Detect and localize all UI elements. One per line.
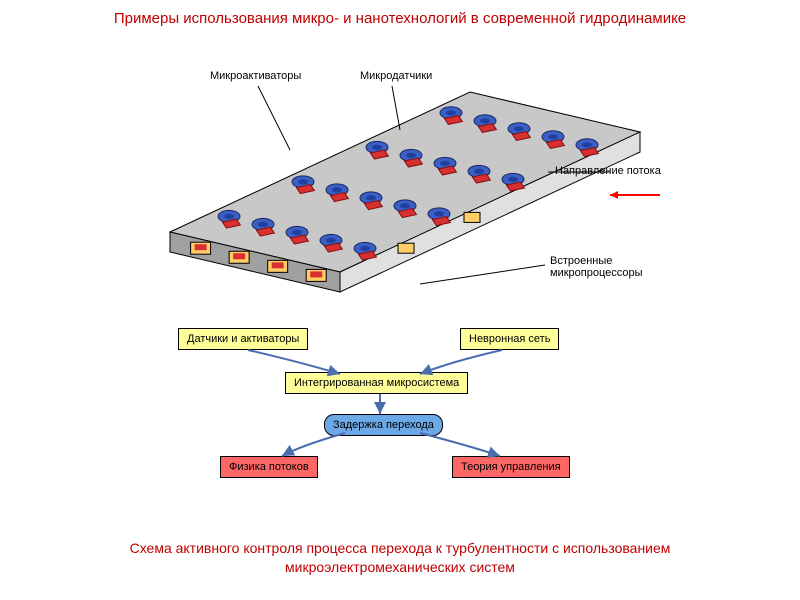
figure-caption: Схема активного контроля процесса перехо… xyxy=(0,539,800,578)
box-sensors-actuators: Датчики и активаторы xyxy=(178,328,308,350)
caption-line-2: микроэлектромеханических систем xyxy=(285,559,515,575)
mems-slab-illustration xyxy=(0,0,800,320)
label-microsensors: Микродатчики xyxy=(360,70,432,82)
box-control-theory: Теория управления xyxy=(452,456,570,478)
label-embedded-cpu: Встроенные микропроцессоры xyxy=(550,255,643,279)
label-microactuators: Микроактиваторы xyxy=(210,70,301,82)
box-neural-net: Невронная сеть xyxy=(460,328,559,350)
caption-line-1: Схема активного контроля процесса перехо… xyxy=(130,540,671,556)
box-flow-physics: Физика потоков xyxy=(220,456,318,478)
label-flow-direction: Направление потока xyxy=(555,165,661,177)
box-integrated: Интегрированная микросистема xyxy=(285,372,468,394)
box-transition-delay: Задержка перехода xyxy=(324,414,443,436)
